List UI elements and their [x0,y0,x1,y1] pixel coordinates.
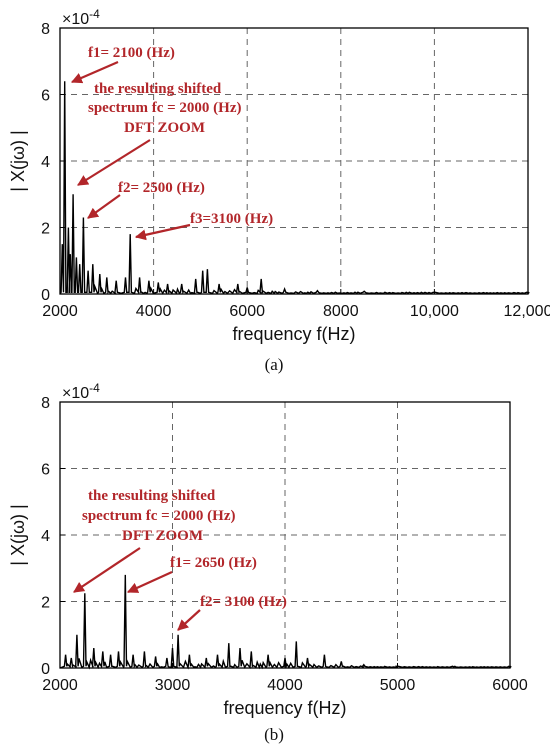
panel-b-exponent: ×10-4 [62,381,100,402]
panel-b-arrow-shift [73,547,141,593]
y-tick-label: 2 [41,595,50,612]
panel-a-arrow-f3 [134,223,191,241]
y-tick-label: 4 [41,528,50,545]
panel-a-arrow-shift [77,139,151,186]
panel-b-caption: (b) [264,725,284,744]
panel-a: 2000 4000 6000 8000 10,000 12,000 0 2 4 6 8 ×10-4… [8,7,550,374]
panel-a-anno-f2: f2= 2500 (Hz) [118,180,205,196]
panel-b-arrow-f1 [126,570,173,594]
panel-b-anno-shift3: DFT ZOOM [122,528,203,544]
y-tick-label: 6 [41,88,50,105]
y-tick-label: 8 [41,21,50,38]
x-tick-label: 4000 [267,677,303,694]
panel-b: 2000 3000 4000 5000 6000 0 2 4 6 8 ×10-4 | X(jω)… [8,381,528,744]
spectrum-line [59,81,530,295]
panel-b-arrow-f2 [177,609,201,631]
x-tick-label: 3000 [155,677,191,694]
panel-a-ylabel: | X(jω) | [8,130,28,191]
x-tick-label: 10,000 [410,303,459,320]
spectrum-line [59,574,512,670]
panel-b-anno-shift1: the resulting shifted [88,488,216,504]
y-tick-label: 2 [41,221,50,238]
panel-a-anno-f1: f1= 2100 (Hz) [88,45,175,61]
panel-b-ylabel: | X(jω) | [8,504,28,565]
panel-b-anno-shift2: spectrum fc = 2000 (Hz) [82,508,236,524]
panel-a-xlabel: frequency f(Hz) [232,324,355,344]
panel-a-anno-f3: f3=3100 (Hz) [190,211,273,227]
x-tick-label: 6000 [492,677,528,694]
x-tick-label: 5000 [380,677,416,694]
y-tick-label: 6 [41,462,50,479]
panel-a-arrow-f1 [70,60,119,84]
y-tick-label: 0 [41,661,50,678]
panel-a-caption: (a) [265,355,284,374]
panel-a-anno-shift1: the resulting shifted [94,81,222,97]
x-tick-label: 8000 [323,303,359,320]
y-tick-label: 4 [41,154,50,171]
x-tick-label: 2000 [42,677,78,694]
panel-b-anno-f2: f2= 3100 (Hz) [200,594,287,610]
panel-a-anno-shift2: spectrum fc = 2000 (Hz) [88,100,242,116]
x-tick-label: 2000 [42,303,78,320]
x-tick-label: 4000 [136,303,172,320]
panel-a-exponent: ×10-4 [62,7,100,28]
panel-b-anno-f1: f1= 2650 (Hz) [170,555,257,571]
y-tick-label: 0 [41,287,50,304]
panel-a-arrow-f2 [87,194,121,219]
x-tick-label: 6000 [229,303,265,320]
y-tick-label: 8 [41,395,50,412]
panel-a-anno-shift3: DFT ZOOM [124,120,205,136]
x-tick-label: 12,000 [504,303,550,320]
panel-b-xlabel: frequency f(Hz) [223,698,346,718]
